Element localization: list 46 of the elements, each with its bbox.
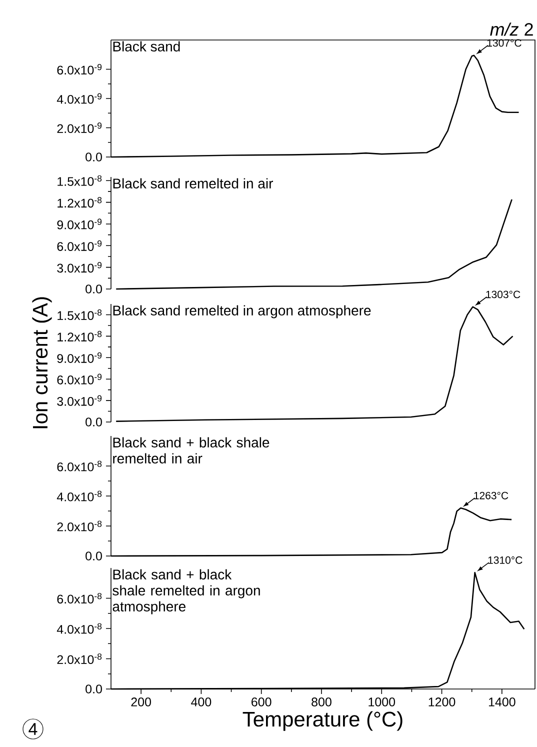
y-axis-title: Ion current (A) <box>32 297 52 428</box>
x-tick-label: 200 <box>131 698 151 706</box>
y-tick-label: 0.0 <box>86 418 102 426</box>
y-tick-label: 0.0 <box>86 284 102 294</box>
y-tick-label: 2.0x10$^{-8}$ <box>57 653 102 664</box>
annotation: 1310°C <box>488 556 522 564</box>
line-series <box>115 306 514 422</box>
x-tick-label: 600 <box>252 698 272 706</box>
y-tick-label: 4.0x10$^{-8}$ <box>56 623 102 634</box>
y-tick-label: 1.5x10$^{-8}$ <box>58 175 102 186</box>
x-tick-label: 400 <box>191 698 212 706</box>
annotation: 1263°C <box>474 492 508 500</box>
y-tick-label: 4.0x10$^{-8}$ <box>56 490 102 502</box>
text: Black sand + black shale remelted in argon atmosphere <box>112 569 260 614</box>
y-tick-label: 9.0x10$^{-9}$ <box>57 218 102 230</box>
x-tick-label: 800 <box>312 698 332 706</box>
chart-title: m/z 2 <box>490 22 533 36</box>
y-tick-label: 0.0 <box>86 152 102 162</box>
text: Black sand remelted in air <box>113 178 274 188</box>
y-tick-label: 6.0x10$^{-9}$ <box>57 240 102 251</box>
annotation: 1307°C <box>487 39 522 47</box>
text: Black sand remelted in argon atmosphere <box>113 305 371 318</box>
y-tick-label: 6.0x10$^{-8}$ <box>57 592 102 604</box>
x-tick-label: 1200 <box>428 698 456 706</box>
y-tick-label: 2.0x10$^{-8}$ <box>57 520 102 532</box>
line-series <box>115 198 512 290</box>
y-tick-label: 6.0x10$^{-9}$ <box>57 64 102 75</box>
x-tick-label: 1000 <box>368 698 396 706</box>
y-tick-label: 1.2x10$^{-8}$ <box>58 197 102 208</box>
y-tick-label: 2.0x10$^{-9}$ <box>57 122 102 134</box>
y-tick-label: 6.0x10$^{-9}$ <box>57 374 102 384</box>
y-tick-label: 0.0 <box>86 684 102 694</box>
y-tick-label: 3.0x10$^{-9}$ <box>57 262 102 273</box>
y-tick-label: 9.0x10$^{-9}$ <box>57 352 102 363</box>
y-tick-label: 1.2x10$^{-8}$ <box>58 330 102 342</box>
x-axis-title: Temperature (°C) <box>242 711 402 731</box>
text: Black sand <box>113 41 180 52</box>
x-tick-label: 1400 <box>488 698 516 706</box>
annotation: 1303°C <box>486 290 520 298</box>
text: Black sand + black shale remelted in air <box>113 437 270 464</box>
y-tick-label: 6.0x10$^{-8}$ <box>57 460 102 472</box>
y-tick-label: 3.0x10$^{-9}$ <box>57 395 102 406</box>
y-tick-label: 4.0x10$^{-9}$ <box>56 93 102 104</box>
y-tick-label: 1.5x10$^{-8}$ <box>58 309 102 320</box>
y-tick-label: 0.0 <box>86 552 102 560</box>
text: 4 <box>28 723 38 735</box>
